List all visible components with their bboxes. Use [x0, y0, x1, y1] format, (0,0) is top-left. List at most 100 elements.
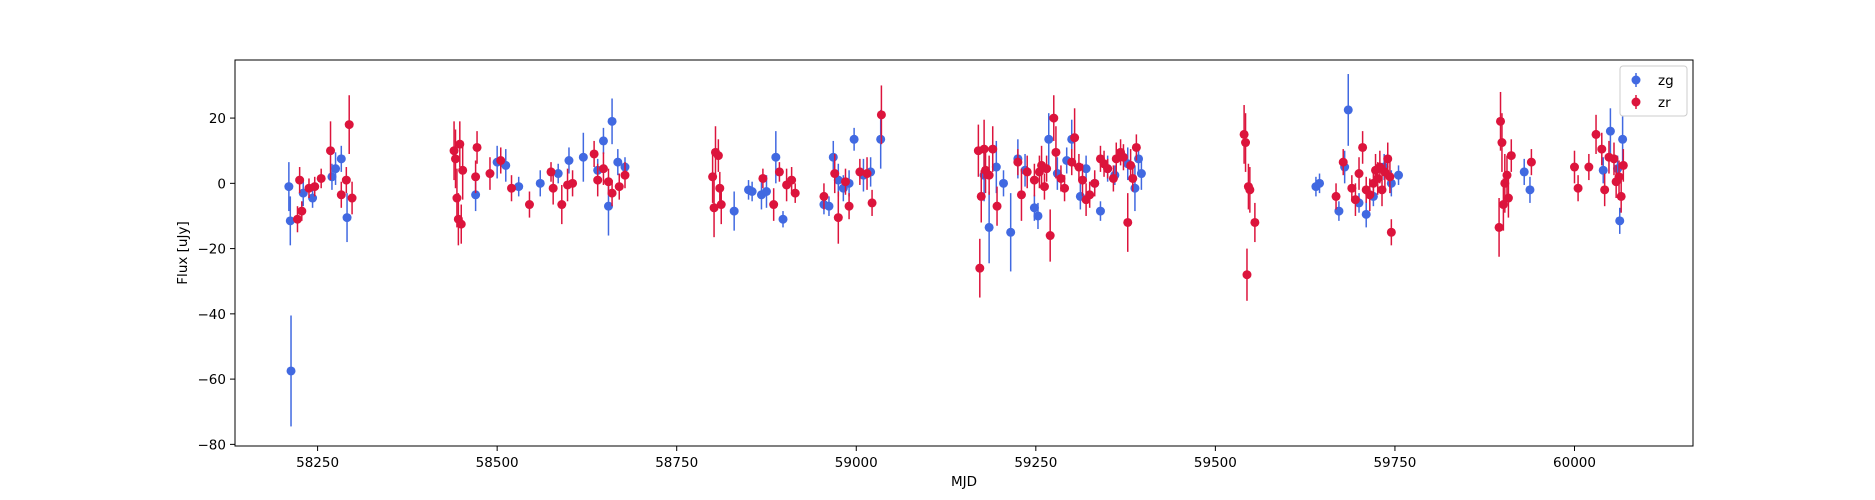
point-zg-69: [1361, 209, 1371, 219]
legend-marker-zr: [1631, 97, 1641, 107]
point-zr-73: [1045, 231, 1055, 241]
point-zr-75: [1051, 147, 1061, 157]
point-zr-74: [1049, 113, 1059, 123]
plot-frame: [234, 59, 1694, 447]
point-zr-5: [316, 173, 326, 183]
point-zr-116: [1383, 154, 1393, 164]
point-zr-98: [1242, 270, 1252, 280]
point-zg-79: [1615, 216, 1625, 226]
point-zr-120: [1496, 116, 1506, 126]
point-zr-132: [1597, 144, 1607, 154]
point-zr-126: [1506, 151, 1516, 161]
point-zg-54: [1081, 164, 1091, 174]
y-tick-label-0: 0: [217, 176, 226, 192]
point-zr-129: [1573, 183, 1583, 193]
point-zr-11: [449, 146, 459, 156]
point-zr-56: [876, 110, 886, 120]
point-zr-131: [1591, 129, 1601, 139]
point-zr-29: [589, 149, 599, 159]
series-zr: [292, 85, 1628, 301]
point-zg-15: [564, 155, 574, 165]
point-zg-62: [1136, 169, 1146, 179]
point-zr-87: [1103, 164, 1113, 174]
legend-label-zg: zg: [1658, 73, 1674, 89]
point-zr-8: [341, 175, 351, 185]
point-zr-23: [524, 200, 534, 210]
point-zr-88: [1108, 173, 1118, 183]
point-zr-58: [975, 263, 985, 273]
point-zr-6: [326, 146, 336, 156]
y-tick-label--80: −80: [198, 437, 227, 453]
point-zg-44: [1006, 227, 1016, 237]
point-zr-13: [452, 193, 462, 203]
point-zg-75: [1525, 185, 1535, 195]
y-tick-label-20: 20: [209, 111, 226, 127]
y-axis-label: Flux [uJy]: [175, 221, 191, 284]
point-zg-6: [331, 164, 341, 174]
y-tick-label--60: −60: [198, 372, 227, 388]
point-zr-91: [1118, 152, 1128, 162]
point-zr-94: [1128, 173, 1138, 183]
point-zr-92: [1123, 217, 1133, 227]
point-zg-32: [828, 152, 838, 162]
point-zg-7: [336, 154, 346, 164]
point-zr-117: [1385, 172, 1395, 182]
point-zr-47: [790, 188, 800, 198]
x-tick-label-59500: 59500: [1194, 455, 1237, 471]
point-zr-68: [1029, 175, 1039, 185]
point-zr-122: [1498, 200, 1508, 210]
point-zr-7: [336, 190, 346, 200]
point-zg-14: [553, 169, 563, 179]
point-zr-93: [1126, 160, 1136, 170]
point-zg-31: [824, 201, 834, 211]
point-zg-36: [849, 134, 859, 144]
point-zr-43: [769, 200, 779, 210]
point-zg-20: [607, 116, 617, 126]
point-zr-76: [1056, 173, 1066, 183]
point-zg-2: [286, 366, 296, 376]
y-axis-ticks: −80 −60 −40 −20 0 20: [198, 111, 235, 453]
point-zr-101: [1250, 217, 1260, 227]
point-zr-54: [862, 169, 872, 179]
point-zr-19: [472, 142, 482, 152]
point-zr-49: [830, 169, 840, 179]
point-zg-23: [729, 206, 739, 216]
point-zr-79: [1070, 133, 1080, 143]
point-zr-18: [471, 172, 481, 182]
point-zr-63: [988, 144, 998, 154]
point-zg-27: [761, 186, 771, 196]
point-zr-107: [1358, 142, 1368, 152]
point-zg-16: [578, 152, 588, 162]
point-zg-49: [1044, 134, 1054, 144]
point-zg-80: [1618, 134, 1628, 144]
point-zr-48: [819, 191, 829, 201]
y-tick-label--20: −20: [198, 242, 227, 258]
x-axis-ticks: 58250 58500 58750 59000 59250 59500 59750 60000: [296, 446, 1596, 471]
x-tick-label-59000: 59000: [835, 455, 878, 471]
x-tick-label-59250: 59250: [1014, 455, 1057, 471]
point-zg-77: [1605, 126, 1615, 136]
point-zg-64: [1315, 178, 1325, 188]
point-zr-0: [292, 214, 302, 224]
y-tick-label--40: −40: [198, 307, 227, 323]
legend-label-zr: zr: [1658, 95, 1671, 111]
x-tick-label-58750: 58750: [655, 455, 698, 471]
point-zg-74: [1519, 167, 1529, 177]
point-zr-9: [344, 120, 354, 130]
point-zr-139: [1618, 160, 1628, 170]
point-zr-84: [1090, 178, 1100, 188]
legend: zg zr: [1619, 65, 1688, 117]
point-zr-133: [1600, 185, 1610, 195]
point-zr-81: [1078, 175, 1088, 185]
point-zr-28: [568, 178, 578, 188]
point-zr-64: [992, 201, 1002, 211]
point-zr-72: [1042, 164, 1052, 174]
point-zg-41: [984, 222, 994, 232]
point-zr-31: [598, 164, 608, 174]
point-zr-37: [709, 203, 719, 213]
x-tick-label-59750: 59750: [1373, 455, 1416, 471]
point-zg-21: [613, 157, 623, 167]
point-zr-24: [546, 167, 556, 177]
